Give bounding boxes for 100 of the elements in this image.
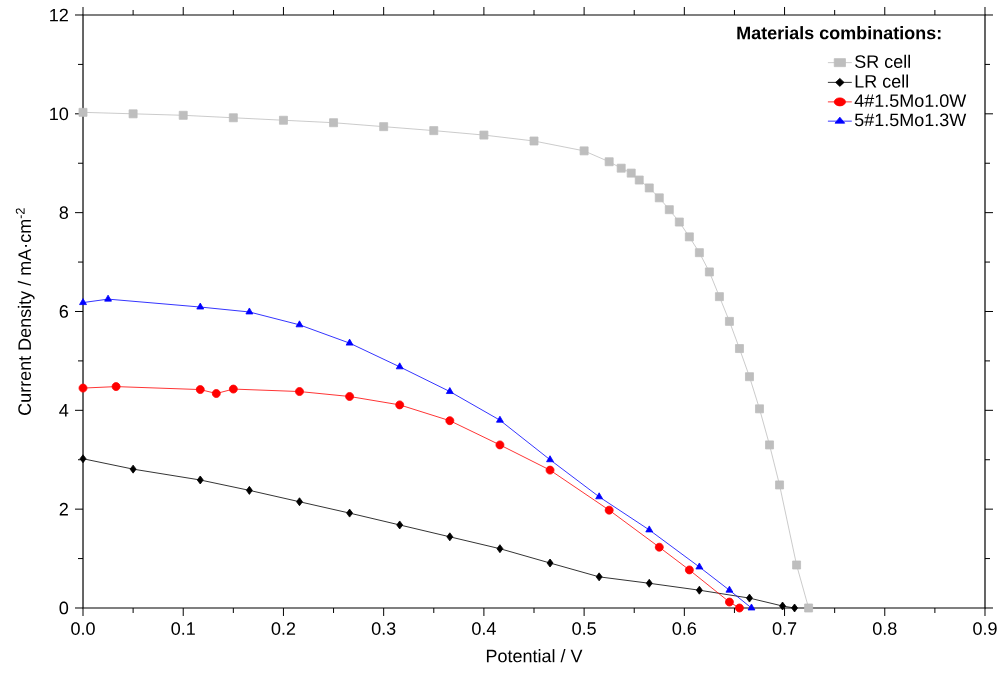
point (684, 565, 694, 575)
y-tick-label: 8 (59, 206, 69, 220)
point (445, 416, 455, 426)
legend-label: 5#1.5Mo1.3W (854, 113, 967, 127)
point (395, 362, 404, 370)
point (395, 400, 405, 410)
point (195, 385, 205, 394)
point (746, 593, 753, 603)
point (78, 107, 88, 117)
point (674, 217, 684, 227)
x-tick-label: 0.8 (872, 622, 897, 635)
point (775, 480, 784, 490)
point (211, 389, 221, 398)
point (178, 110, 188, 120)
point (644, 183, 654, 193)
x-tick-label: 0.4 (472, 622, 496, 635)
y-tick-label: 6 (59, 305, 69, 318)
point (111, 382, 121, 391)
point (345, 392, 354, 401)
point (245, 307, 254, 315)
point (78, 383, 88, 393)
point (595, 572, 603, 582)
point (245, 485, 253, 495)
point (496, 415, 504, 423)
point (664, 205, 674, 215)
point (725, 597, 734, 607)
point (79, 454, 87, 464)
point (379, 122, 389, 132)
point (792, 560, 801, 570)
x-tick-label: 0.7 (772, 622, 797, 635)
point (755, 404, 764, 414)
x-tick-label: 0.1 (171, 622, 195, 635)
point (695, 562, 704, 570)
point (479, 130, 489, 140)
point (595, 492, 604, 500)
point (496, 544, 504, 554)
point (579, 146, 589, 156)
point (429, 126, 439, 136)
point (279, 115, 288, 125)
point (626, 168, 636, 178)
point (704, 267, 714, 277)
legend-label: SR cell (855, 54, 910, 68)
x-axis-title: Potential / V (486, 649, 583, 663)
y-tick-label: 10 (50, 107, 69, 121)
point (546, 455, 554, 463)
point (495, 440, 505, 450)
point (345, 338, 354, 346)
point (446, 532, 454, 542)
x-tick-label: 0.0 (71, 622, 95, 635)
x-tick-label: 0.5 (572, 622, 596, 635)
point (128, 109, 138, 119)
point (228, 384, 238, 394)
point (645, 525, 654, 533)
point (196, 475, 204, 485)
y-axis-title: Current Density / mA·cm$^{-2}$ (15, 208, 35, 415)
point (445, 387, 454, 394)
point (295, 387, 304, 396)
point (634, 175, 644, 185)
point (616, 163, 626, 173)
point (779, 601, 786, 611)
point (654, 542, 664, 552)
point (604, 505, 614, 515)
point (228, 113, 238, 123)
point (804, 603, 814, 613)
point (295, 320, 304, 328)
point (396, 520, 404, 530)
point (735, 344, 744, 353)
point (129, 464, 137, 474)
x-tick-label: 0.2 (271, 622, 296, 635)
point (79, 298, 87, 305)
point (684, 232, 694, 242)
point (694, 248, 704, 258)
point (745, 372, 754, 382)
point (546, 558, 554, 568)
point (654, 193, 664, 203)
point (296, 497, 303, 507)
point (725, 585, 734, 593)
x-tick-label: 0.3 (371, 622, 396, 635)
point (725, 316, 734, 326)
point (196, 302, 205, 310)
x-tick-label: 0.6 (672, 622, 697, 635)
y-tick-label: 2 (59, 502, 68, 516)
legend-title: Materials combinations: (737, 26, 941, 40)
point (346, 508, 353, 518)
point (545, 465, 555, 475)
legend-label: 4#1.5Mo1.0W (854, 94, 967, 107)
point (529, 136, 539, 146)
point (104, 294, 112, 302)
y-tick-label: 12 (50, 8, 68, 22)
point (747, 603, 756, 611)
point (791, 603, 798, 613)
point (715, 292, 724, 302)
point (765, 440, 774, 450)
point (695, 585, 703, 595)
point (735, 603, 744, 613)
point (329, 118, 338, 128)
y-tick-label: 0 (59, 601, 69, 615)
y-tick-label: 4 (59, 404, 69, 417)
x-tick-label: 0.9 (973, 622, 997, 635)
legend-label: LR cell (855, 74, 908, 88)
